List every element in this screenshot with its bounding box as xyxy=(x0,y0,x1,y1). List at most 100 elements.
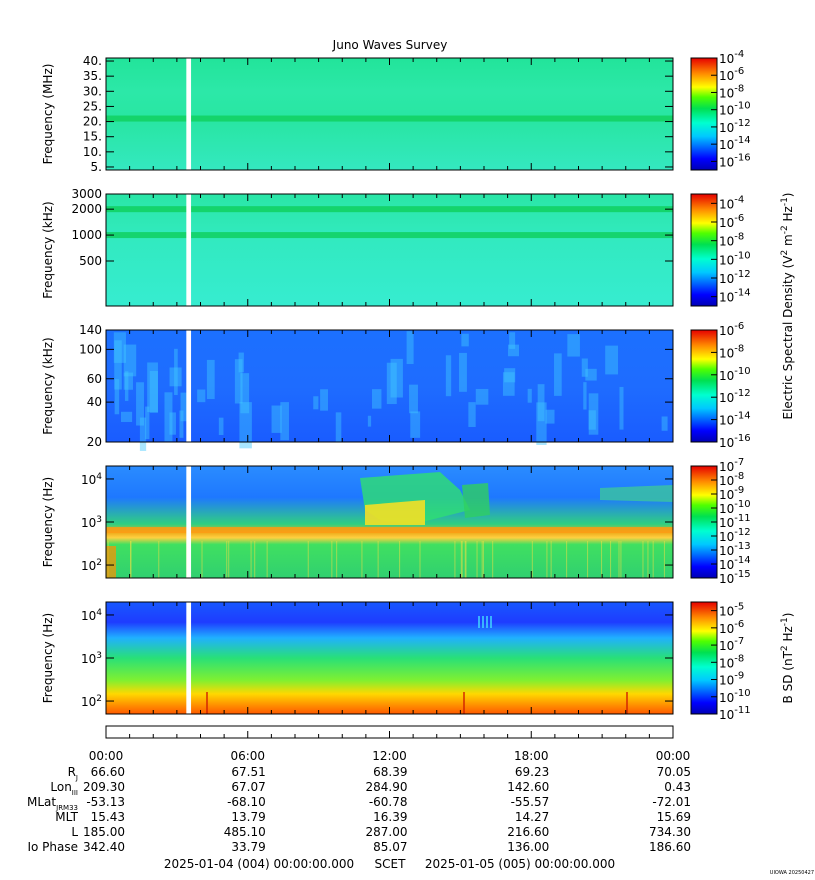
emission-streak xyxy=(618,541,620,578)
colorbar-tick-base: 10 xyxy=(719,272,734,286)
emission-streak xyxy=(463,692,465,714)
y-tick-label: 10. xyxy=(83,145,102,159)
y-tick-label: 104 xyxy=(81,472,102,487)
colorbar-tick-label: 10-13 xyxy=(719,541,751,558)
emission-patch xyxy=(509,332,516,349)
emission-streak xyxy=(601,541,603,578)
y-tick-label: 140 xyxy=(79,323,102,337)
ephemeris-value: -68.10 xyxy=(227,795,266,809)
ephemeris-row: LonIII 209.30 67.07 284.90 142.60 0.43 xyxy=(50,780,691,797)
y-tick-label: 15. xyxy=(83,130,102,144)
ephemeris-value: 734.30 xyxy=(649,825,691,839)
colorbar-tick-base: 10 xyxy=(719,488,734,502)
emission-streak xyxy=(531,541,533,578)
emission-streak xyxy=(254,541,256,578)
ephemeris-value: 485.10 xyxy=(224,825,266,839)
emission-streak xyxy=(490,616,492,628)
y-tick-label: 60 xyxy=(87,372,102,386)
emission-streak xyxy=(610,541,612,578)
emission-streak xyxy=(266,541,268,578)
time-axis: 00:00 06:00 12:00 18:00 00:00 xyxy=(89,725,690,763)
colorbar-tick-exp: -8 xyxy=(734,232,744,243)
label-part: ) xyxy=(781,613,795,618)
colorbar-tick-exp: -9 xyxy=(734,485,744,496)
emission-streak xyxy=(226,541,228,578)
ephemeris-label-text: MLT xyxy=(55,810,78,824)
colorbar-tick-label: 10-12 xyxy=(719,527,751,544)
colorbar-tick-label: 10-5 xyxy=(719,602,744,619)
colorbar-tick-exp: -8 xyxy=(734,471,744,482)
ephemeris-value: 13.79 xyxy=(231,810,265,824)
ephemeris-row: L 185.00 485.10 287.00 216.60 734.30 xyxy=(71,825,691,839)
emission-patch xyxy=(508,344,520,357)
ephemeris-label-text: R xyxy=(68,765,76,779)
colorbar-tick-exp: -8 xyxy=(734,343,744,354)
emission-patch xyxy=(139,417,147,451)
y-tick-label: 103 xyxy=(81,651,102,666)
ephemeris-value: -60.78 xyxy=(369,795,408,809)
credit-stamp: UIOWA 20250427 xyxy=(770,870,814,876)
ephemeris-value: -53.13 xyxy=(86,795,125,809)
ephemeris-value: 216.60 xyxy=(507,825,549,839)
colorbar-tick-exp: -11 xyxy=(734,705,750,716)
emission-streak xyxy=(399,541,401,578)
emission-patch xyxy=(661,416,668,431)
colorbar-tick-exp: -16 xyxy=(734,433,750,444)
ephemeris-value: 136.00 xyxy=(507,840,549,854)
emission-patch xyxy=(113,332,126,363)
colorbar-tick-exp: -9 xyxy=(734,671,744,682)
emission-patch xyxy=(527,388,532,403)
colorbar-gradient xyxy=(690,601,718,715)
ephemeris-value: 14.27 xyxy=(515,810,549,824)
ephemeris-label: RJ xyxy=(68,765,78,782)
emission-streak xyxy=(478,616,480,628)
y-tick-label: 40. xyxy=(83,54,102,68)
ephemeris-value: 69.23 xyxy=(515,765,549,779)
emission-patch xyxy=(320,389,328,411)
emission-patch xyxy=(409,384,418,414)
colorbar-tick-base: 10 xyxy=(719,530,734,544)
emission-streak xyxy=(331,541,333,578)
ephemeris-value: 342.40 xyxy=(83,840,125,854)
emission-patch xyxy=(581,358,588,377)
emission-patch xyxy=(180,392,190,422)
emission-streak xyxy=(492,541,494,578)
ephemeris-value: 142.60 xyxy=(507,780,549,794)
time-tick-label: 06:00 xyxy=(230,749,265,763)
spectrogram-panel-1: 5.10.15.20. 25.30.35.40. Frequency (MHz) 10… xyxy=(41,49,751,174)
label-exp: -1 xyxy=(780,197,790,206)
colorbar-tick-label: 10-4 xyxy=(719,49,744,66)
emission-streak xyxy=(663,541,665,578)
colorbar-tick-exp: -7 xyxy=(734,636,744,647)
ephemeris-value: 66.60 xyxy=(91,765,125,779)
colorbar-tick-exp: -6 xyxy=(734,619,744,630)
emission-streak xyxy=(647,541,649,578)
ephemeris-label-text: MLat xyxy=(27,795,56,809)
ephemeris-label: LonIII xyxy=(50,780,78,797)
colorbar-tick-exp: -10 xyxy=(734,499,750,510)
emission-streak xyxy=(550,541,552,578)
colorbar-tick-label: 10-11 xyxy=(719,513,751,530)
ephemeris-value: 185.00 xyxy=(83,825,125,839)
colorbar-tick-exp: -13 xyxy=(734,541,750,552)
ephemeris-row: RJ 66.60 67.51 68.39 69.23 70.05 xyxy=(68,765,691,782)
colorbar-tick-exp: -4 xyxy=(734,194,744,205)
colorbar-tick-label: 10-16 xyxy=(719,152,751,169)
emission-streak xyxy=(461,541,463,578)
ephemeris-value: 16.39 xyxy=(373,810,407,824)
y-tick-label: 104 xyxy=(81,608,102,623)
ephemeris-value: 33.79 xyxy=(231,840,265,854)
ephemeris-value: 67.51 xyxy=(231,765,265,779)
y-tick-label: 20 xyxy=(87,435,102,449)
colorbar-tick-label: 10-6 xyxy=(719,213,744,230)
emission-patch xyxy=(147,362,158,413)
colorbar-tick-base: 10 xyxy=(719,155,734,169)
emission-streak xyxy=(465,541,467,578)
colorbar-tick-label: 10-9 xyxy=(719,671,744,688)
time-tick-label: 12:00 xyxy=(372,749,407,763)
colorbar-tick-base: 10 xyxy=(719,104,734,118)
